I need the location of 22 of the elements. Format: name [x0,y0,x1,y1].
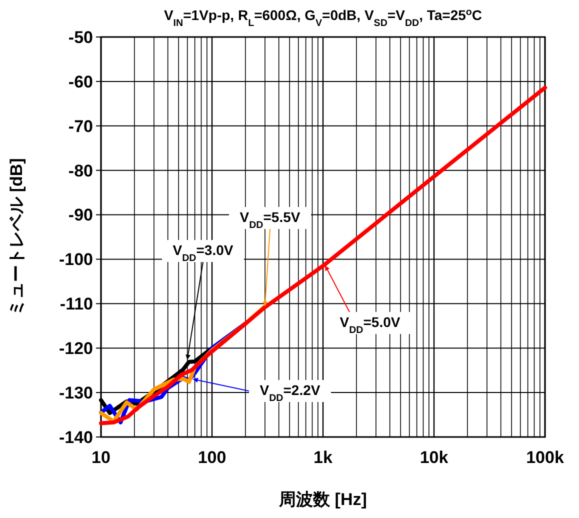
x-axis-title: 周波数 [Hz] [278,490,367,509]
y-tick-label: -80 [68,161,93,180]
y-tick-label: -120 [58,339,93,358]
y-tick-label: -60 [68,72,93,92]
x-tick-label: 10 [92,448,110,467]
annotation: V$_{DD}$=2.2V [260,382,321,404]
y-tick-label: -100 [58,250,93,270]
y-tick-label: -130 [58,384,93,403]
y-tick-label: -50 [68,28,93,47]
y-tick-label: -70 [68,116,93,136]
y-tick-label: -140 [58,428,93,447]
y-tick-label: -110 [60,294,93,314]
x-tick-label: 100 [198,448,226,467]
x-tick-label: 1k [314,448,333,467]
annotation: V$_{DD}$=5.0V [340,314,401,336]
annotation: V$_{DD}$=5.5V [240,209,301,230]
annotation: V$_{DD}$=3.0V [172,242,234,264]
x-tick-label: 100k [526,448,564,467]
chart-title: V$_{IN}$=1Vp-p, R$_{L}$=600Ω, G$_{V}$=0dB, V$_{SD}$=V$_{DD}$, Ta=25$^{o}$C [164,6,482,28]
y-axis-title: ミュートレベル [dB] [7,158,26,316]
y-tick-label: -90 [68,206,93,225]
x-tick-label: 10k [420,448,449,467]
